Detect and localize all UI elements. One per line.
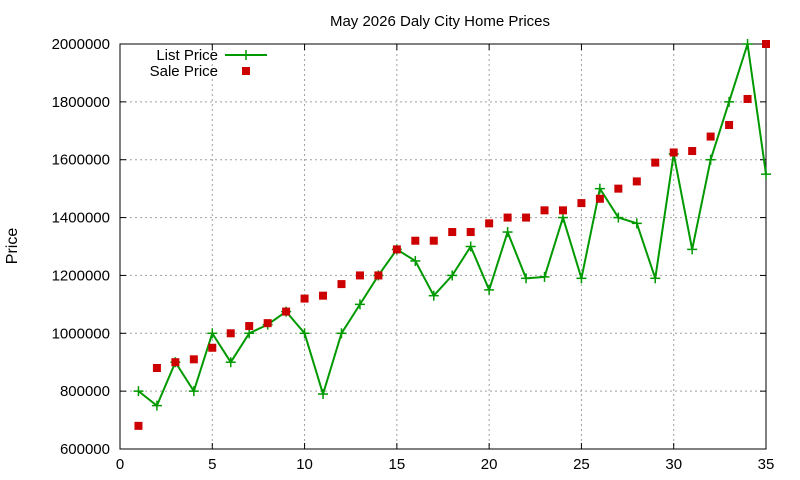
series-sale-price <box>134 40 770 430</box>
sale-price-point <box>669 148 678 157</box>
list-price-point <box>299 328 310 339</box>
sale-price-point <box>245 322 254 331</box>
sale-price-point <box>429 236 438 245</box>
legend-swatch-marker <box>241 50 251 60</box>
sale-price-point <box>374 271 383 280</box>
list-price-point <box>133 386 144 397</box>
sale-price-point <box>743 94 752 103</box>
sale-price-point <box>208 343 217 352</box>
list-price-point <box>687 244 698 255</box>
list-price-point <box>428 290 439 301</box>
legend-swatch-marker <box>242 67 250 75</box>
list-price-point <box>354 299 365 310</box>
sale-price-point <box>152 364 161 372</box>
chart-title: May 2026 Daly City Home Prices <box>330 13 550 30</box>
list-price-point <box>742 39 753 49</box>
legend-label: Sale Price <box>150 63 218 80</box>
y-tick-label: 1600000 <box>52 152 110 169</box>
list-price-point <box>484 284 495 295</box>
list-price-point <box>465 241 476 252</box>
x-tick-label: 20 <box>481 456 498 473</box>
y-tick-label: 1800000 <box>52 94 110 111</box>
list-price-line <box>137 43 767 408</box>
list-price-point <box>207 328 218 339</box>
y-tick-label: 800000 <box>60 383 110 400</box>
sale-price-point <box>688 147 697 156</box>
y-tick-label: 2000000 <box>52 36 110 53</box>
legend-label: List Price <box>156 47 218 64</box>
grid-lines <box>120 44 766 449</box>
y-tick-label: 1000000 <box>52 325 110 342</box>
x-tick-label: 30 <box>665 456 682 473</box>
sale-price-point <box>411 236 420 245</box>
list-price-point <box>594 183 605 194</box>
sale-price-point <box>503 213 512 222</box>
sale-price-point <box>651 158 660 167</box>
sale-price-point <box>189 355 198 364</box>
sale-price-point <box>725 121 734 129</box>
list-price-point <box>705 154 716 165</box>
sale-price-point <box>171 358 180 367</box>
x-tick-label: 35 <box>758 456 775 473</box>
sale-price-point <box>392 245 401 254</box>
list-price-point <box>502 227 513 238</box>
sale-price-point <box>632 177 641 186</box>
x-tick-label: 5 <box>208 456 216 473</box>
sale-price-point <box>282 307 291 316</box>
series-list-price <box>133 39 771 411</box>
sale-price-point <box>558 206 567 215</box>
plot-frame <box>119 43 767 450</box>
list-price-point <box>410 255 421 266</box>
y-tick-label: 1400000 <box>52 210 110 227</box>
sale-price-point <box>448 228 457 237</box>
list-price-point <box>151 400 162 411</box>
x-tick-label: 10 <box>296 456 313 473</box>
list-price-point <box>761 169 771 180</box>
list-price-point <box>318 389 329 400</box>
list-price-point <box>188 386 199 397</box>
sale-price-point <box>134 421 143 430</box>
series-layer <box>133 39 771 430</box>
list-price-point <box>447 270 458 281</box>
list-price-point <box>336 328 347 339</box>
sale-price-point <box>485 219 494 228</box>
axis-ticks: 0 5 10 15 20 25 30 35 600000 800000 1000000 1200000… <box>52 36 775 473</box>
sale-price-point <box>263 319 272 328</box>
sale-price-point <box>577 199 586 208</box>
sale-price-point <box>337 280 346 289</box>
x-tick-label: 15 <box>389 456 406 473</box>
sale-price-point <box>355 271 364 280</box>
list-price-point <box>650 273 661 284</box>
y-tick-label: 600000 <box>60 441 110 458</box>
x-tick-label: 0 <box>116 456 124 473</box>
sale-price-point <box>319 291 328 300</box>
sale-price-point <box>522 213 531 222</box>
list-price-point <box>576 273 587 284</box>
list-price-point <box>521 273 532 284</box>
sale-price-point <box>466 228 475 237</box>
sale-price-point <box>614 184 623 193</box>
sale-price-point <box>300 294 309 303</box>
x-tick-label: 25 <box>573 456 590 473</box>
sale-price-point <box>762 40 770 48</box>
sale-price-point <box>540 206 549 215</box>
list-price-point <box>631 218 642 229</box>
list-price-point <box>539 271 550 282</box>
sale-price-point <box>595 194 604 203</box>
y-tick-label: 1200000 <box>52 267 110 284</box>
list-price-point <box>613 212 624 223</box>
y-axis-label: Price <box>4 228 21 265</box>
sale-price-point <box>226 329 235 338</box>
list-price-point <box>724 96 735 107</box>
sale-price-point <box>706 132 715 141</box>
list-price-point <box>225 357 236 368</box>
